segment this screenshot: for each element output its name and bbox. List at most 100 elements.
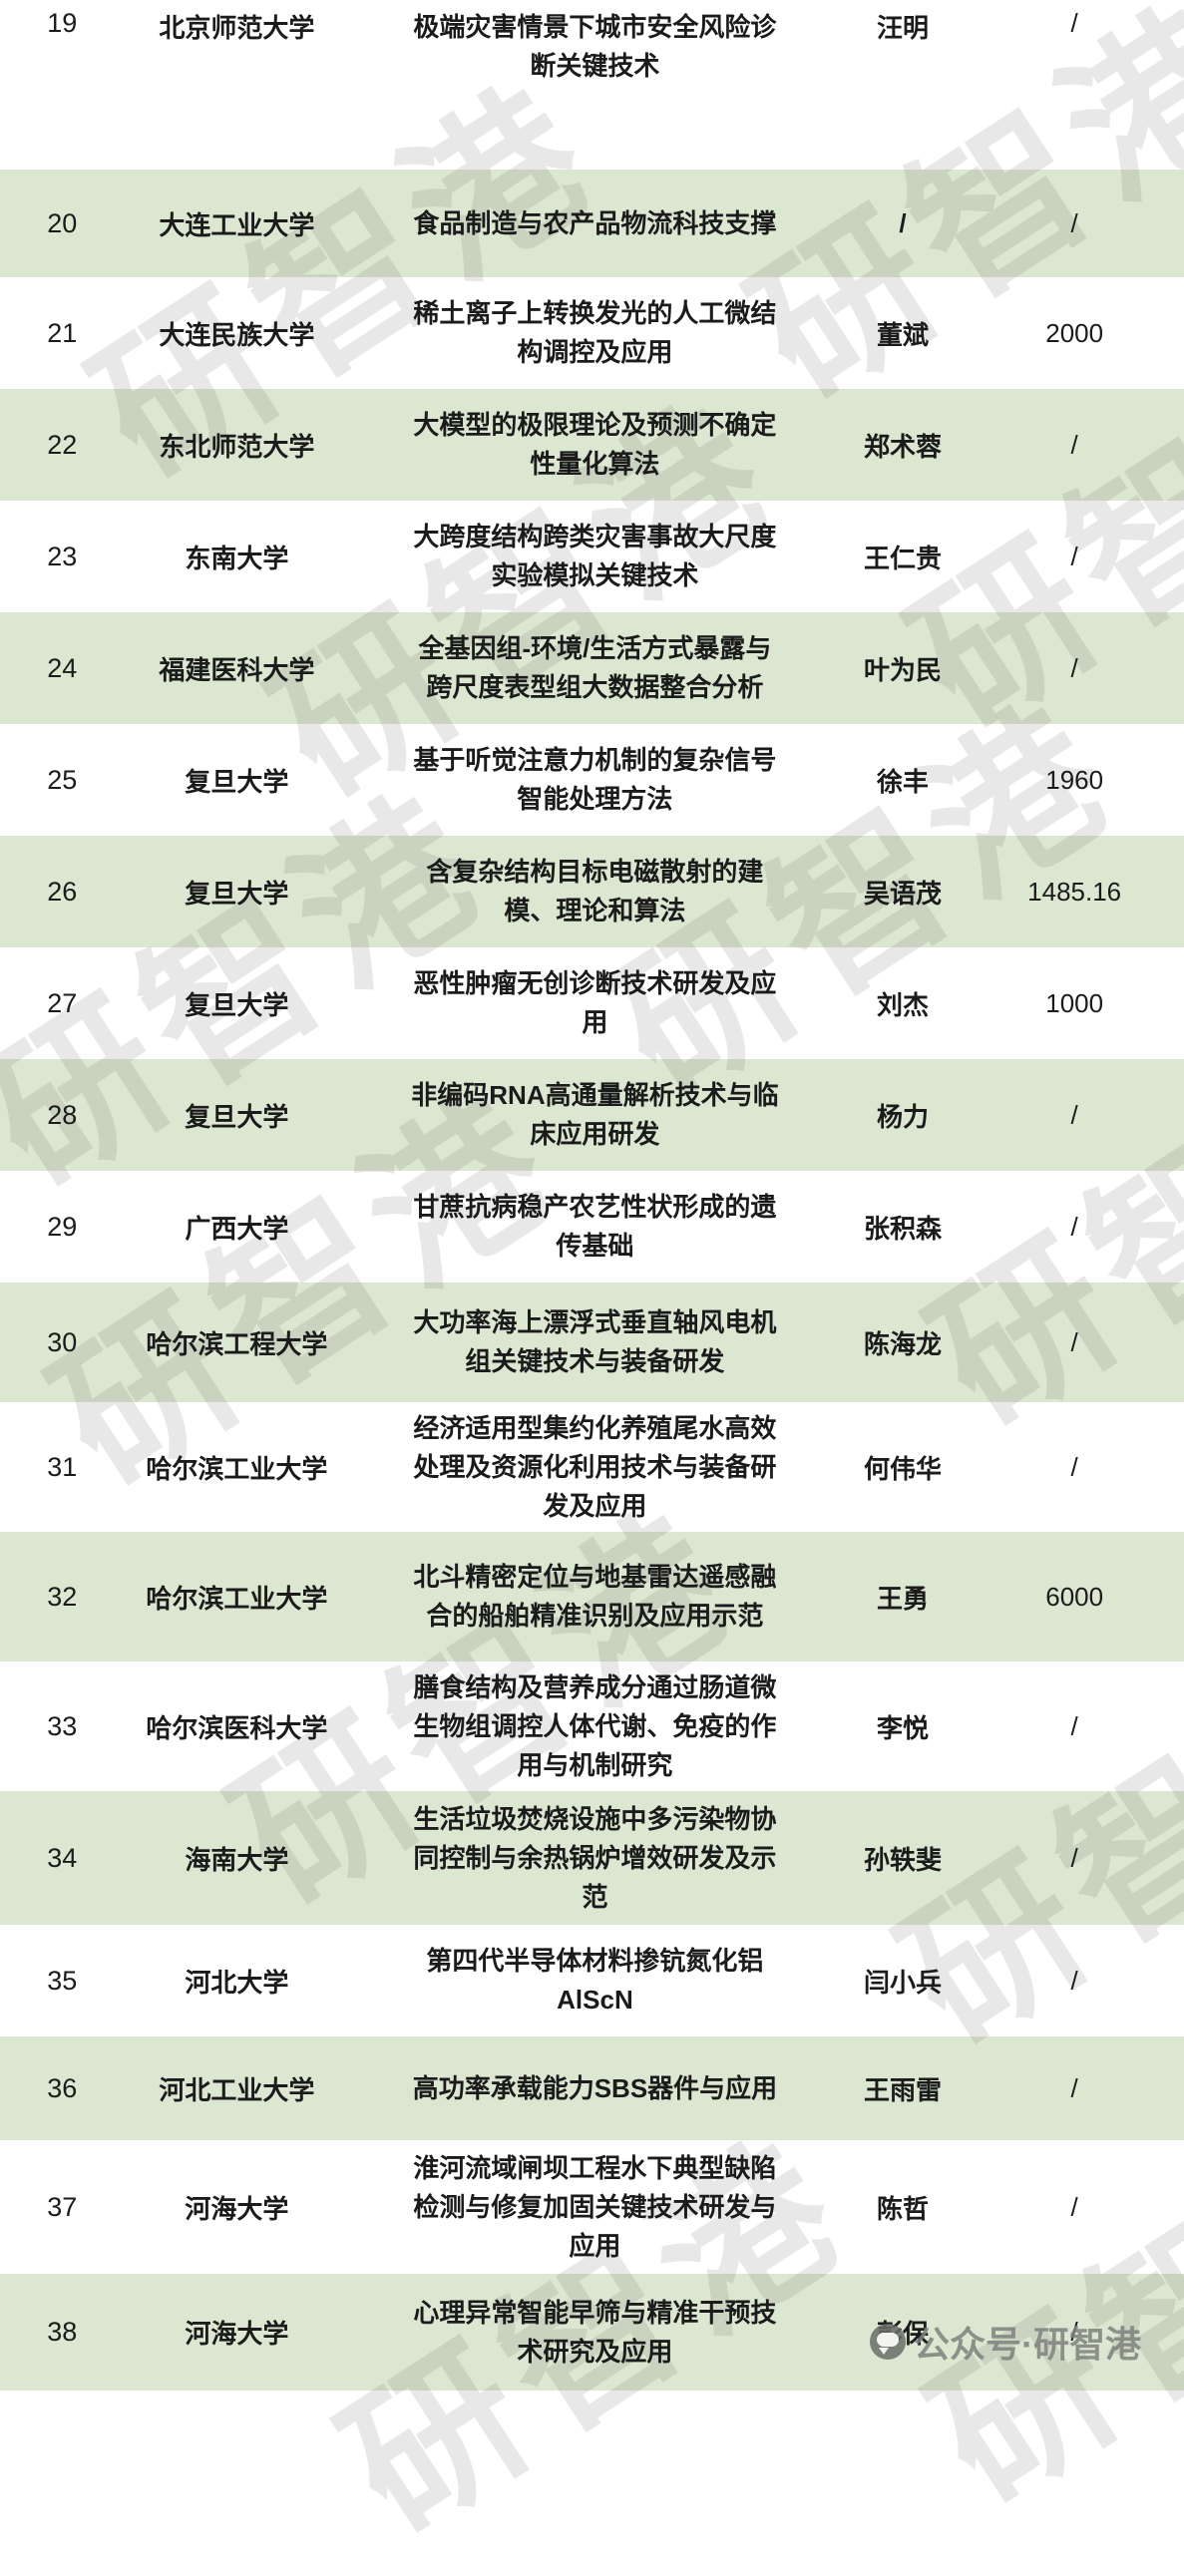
row-number-cell: 19 bbox=[47, 8, 78, 38]
project-title-text: 膳食结构及营养成分通过肠道微生物组调控人体代谢、免疫的作用与机制研究 bbox=[413, 1671, 777, 1780]
row-number-cell: 27 bbox=[47, 987, 78, 1018]
row-number-cell: 29 bbox=[47, 1211, 78, 1242]
amount-cell: / bbox=[1070, 2072, 1078, 2103]
amount-cell: / bbox=[1070, 2191, 1078, 2222]
leader-cell: 杨力 bbox=[877, 1101, 930, 1132]
table-row: 24 福建医科大学 全基因组-环境/生活方式暴露与跨尺度表型组大数据整合分析 叶为民 / bbox=[0, 612, 1184, 724]
row-number-cell: 38 bbox=[47, 2317, 78, 2347]
row-number-cell: 30 bbox=[47, 1326, 78, 1357]
university-cell: 哈尔滨工业大学 bbox=[146, 1583, 328, 1614]
amount-cell: 1000 bbox=[1045, 987, 1104, 1018]
row-number-cell: 35 bbox=[47, 1965, 78, 1996]
project-title-cell: 淮河流域闸坝工程水下典型缺陷检测与修复加固关键技术研发与应用 bbox=[349, 2149, 841, 2266]
project-title-cell: 稀土离子上转换发光的人工微结构调控及应用 bbox=[349, 294, 841, 372]
row-number-cell: 26 bbox=[47, 876, 78, 907]
project-title-text: 生活垃圾焚烧设施中多污染物协同控制与余热锅炉增效研发及示范 bbox=[413, 1803, 777, 1912]
row-number-cell: 25 bbox=[47, 764, 78, 795]
footer-watermark-label: 公众号·研智港 bbox=[914, 2324, 1141, 2365]
table-row: 37 河海大学 淮河流域闸坝工程水下典型缺陷检测与修复加固关键技术研发与应用 陈哲 / bbox=[0, 2140, 1184, 2274]
leader-cell: 孙轶斐 bbox=[864, 1844, 943, 1875]
amount-cell: / bbox=[1070, 2317, 1078, 2347]
project-title-text: 经济适用型集约化养殖尾水高效处理及资源化利用技术与装备研发及应用 bbox=[413, 1412, 777, 1521]
leader-cell: 董斌 bbox=[877, 319, 930, 350]
row-number-cell: 33 bbox=[47, 1710, 78, 1741]
project-title-text: 北斗精密定位与地基雷达遥感融合的船舶精准识别及应用示范 bbox=[413, 1562, 777, 1631]
project-title-text: 甘蔗抗病稳产农艺性状形成的遗传基础 bbox=[413, 1192, 777, 1261]
university-cell: 哈尔滨医科大学 bbox=[146, 1712, 328, 1743]
amount-cell: 1960 bbox=[1045, 764, 1104, 795]
project-title-text: 极端灾害情景下城市安全风险诊断关键技术 bbox=[413, 12, 777, 81]
university-cell: 广西大学 bbox=[185, 1213, 289, 1244]
amount-cell: 2000 bbox=[1045, 317, 1104, 348]
project-title-cell: 大模型的极限理论及预测不确定性量化算法 bbox=[349, 406, 841, 484]
project-title-cell: 第四代半导体材料掺钪氮化铝AlScN bbox=[349, 1942, 841, 2020]
leader-cell: 李悦 bbox=[877, 1712, 930, 1743]
amount-cell: 6000 bbox=[1045, 1581, 1104, 1612]
leader-cell: 陈哲 bbox=[877, 2193, 930, 2224]
leader-cell: 陈海龙 bbox=[864, 1328, 943, 1359]
leader-cell: 张积森 bbox=[864, 1213, 943, 1244]
project-title-text: 含复杂结构目标电磁散射的建模、理论和算法 bbox=[426, 857, 764, 925]
leader-cell: 郑术蓉 bbox=[864, 431, 943, 462]
project-title-text: 第四代半导体材料掺钪氮化铝AlScN bbox=[426, 1946, 764, 2015]
project-title-cell: 膳食结构及营养成分通过肠道微生物组调控人体代谢、免疫的作用与机制研究 bbox=[349, 1668, 841, 1785]
leader-cell: 王仁贵 bbox=[864, 543, 943, 573]
project-title-cell: 极端灾害情景下城市安全风险诊断关键技术 bbox=[349, 0, 841, 86]
university-cell: 北京师范大学 bbox=[159, 13, 315, 43]
project-title-cell: 非编码RNA高通量解析技术与临床应用研发 bbox=[349, 1076, 841, 1154]
university-cell: 复旦大学 bbox=[185, 1101, 289, 1132]
leader-cell: 汪明 bbox=[877, 13, 930, 43]
row-number-cell: 20 bbox=[47, 207, 78, 238]
project-title-text: 大跨度结构跨类灾害事故大尺度实验模拟关键技术 bbox=[413, 522, 777, 590]
project-title-text: 高功率承载能力SBS器件与应用 bbox=[412, 2072, 778, 2103]
university-cell: 河海大学 bbox=[185, 2319, 289, 2349]
row-number-cell: 28 bbox=[47, 1099, 78, 1130]
university-cell: 东南大学 bbox=[185, 543, 289, 573]
project-title-cell: 甘蔗抗病稳产农艺性状形成的遗传基础 bbox=[349, 1188, 841, 1266]
funding-table: 19 北京师范大学 极端灾害情景下城市安全风险诊断关键技术 汪明 / 20 大连工业大学 食品… bbox=[0, 0, 1184, 2391]
project-title-cell: 全基因组-环境/生活方式暴露与跨尺度表型组大数据整合分析 bbox=[349, 629, 841, 707]
project-title-text: 稀土离子上转换发光的人工微结构调控及应用 bbox=[413, 298, 777, 367]
table-row: 33 哈尔滨医科大学 膳食结构及营养成分通过肠道微生物组调控人体代谢、免疫的作用与机… bbox=[0, 1661, 1184, 1791]
amount-cell: / bbox=[1070, 1710, 1078, 1741]
row-number-cell: 31 bbox=[47, 1451, 78, 1482]
leader-cell: 吴语茂 bbox=[864, 878, 943, 909]
leader-cell: / bbox=[899, 207, 907, 238]
project-title-text: 非编码RNA高通量解析技术与临床应用研发 bbox=[411, 1080, 779, 1149]
amount-cell: / bbox=[1070, 1211, 1078, 1242]
table-row: 23 东南大学 大跨度结构跨类灾害事故大尺度实验模拟关键技术 王仁贵 / bbox=[0, 501, 1184, 612]
amount-cell: / bbox=[1070, 8, 1078, 38]
leader-cell: 王勇 bbox=[877, 1583, 930, 1614]
project-title-cell: 大跨度结构跨类灾害事故大尺度实验模拟关键技术 bbox=[349, 518, 841, 595]
row-number-cell: 23 bbox=[47, 541, 78, 571]
amount-cell: / bbox=[1070, 1326, 1078, 1357]
row-number-cell: 34 bbox=[47, 1842, 78, 1873]
project-title-cell: 含复杂结构目标电磁散射的建模、理论和算法 bbox=[349, 853, 841, 930]
table-row: 30 哈尔滨工程大学 大功率海上漂浮式垂直轴风电机组关键技术与装备研发 陈海龙 / bbox=[0, 1283, 1184, 1402]
table-row: 32 哈尔滨工业大学 北斗精密定位与地基雷达遥感融合的船舶精准识别及应用示范 王勇 60… bbox=[0, 1532, 1184, 1661]
project-title-cell: 经济适用型集约化养殖尾水高效处理及资源化利用技术与装备研发及应用 bbox=[349, 1409, 841, 1526]
table-row: 27 复旦大学 恶性肿瘤无创诊断技术研发及应用 刘杰 1000 bbox=[0, 947, 1184, 1059]
amount-cell: / bbox=[1070, 541, 1078, 571]
university-cell: 哈尔滨工业大学 bbox=[146, 1453, 328, 1484]
university-cell: 哈尔滨工程大学 bbox=[146, 1328, 328, 1359]
amount-cell: 1485.16 bbox=[1027, 876, 1122, 907]
project-title-text: 大模型的极限理论及预测不确定性量化算法 bbox=[413, 410, 777, 479]
amount-cell: / bbox=[1070, 652, 1078, 683]
wechat-icon bbox=[870, 2324, 906, 2360]
university-cell: 复旦大学 bbox=[185, 766, 289, 797]
university-cell: 东北师范大学 bbox=[159, 431, 315, 462]
leader-cell: 叶为民 bbox=[864, 654, 943, 685]
amount-cell: / bbox=[1070, 1099, 1078, 1130]
table-row: 35 河北大学 第四代半导体材料掺钪氮化铝AlScN 闫小兵 / bbox=[0, 1925, 1184, 2036]
row-number-cell: 24 bbox=[47, 652, 78, 683]
amount-cell: / bbox=[1070, 1965, 1078, 1996]
project-title-cell: 北斗精密定位与地基雷达遥感融合的船舶精准识别及应用示范 bbox=[349, 1558, 841, 1636]
university-cell: 河北大学 bbox=[185, 1967, 289, 1998]
university-cell: 河北工业大学 bbox=[159, 2074, 315, 2105]
table-row: 25 复旦大学 基于听觉注意力机制的复杂信号智能处理方法 徐丰 1960 bbox=[0, 724, 1184, 836]
university-cell: 福建医科大学 bbox=[159, 654, 315, 685]
table-row: 28 复旦大学 非编码RNA高通量解析技术与临床应用研发 杨力 / bbox=[0, 1059, 1184, 1171]
university-cell: 大连工业大学 bbox=[159, 209, 315, 240]
project-title-text: 恶性肿瘤无创诊断技术研发及应用 bbox=[413, 968, 777, 1037]
